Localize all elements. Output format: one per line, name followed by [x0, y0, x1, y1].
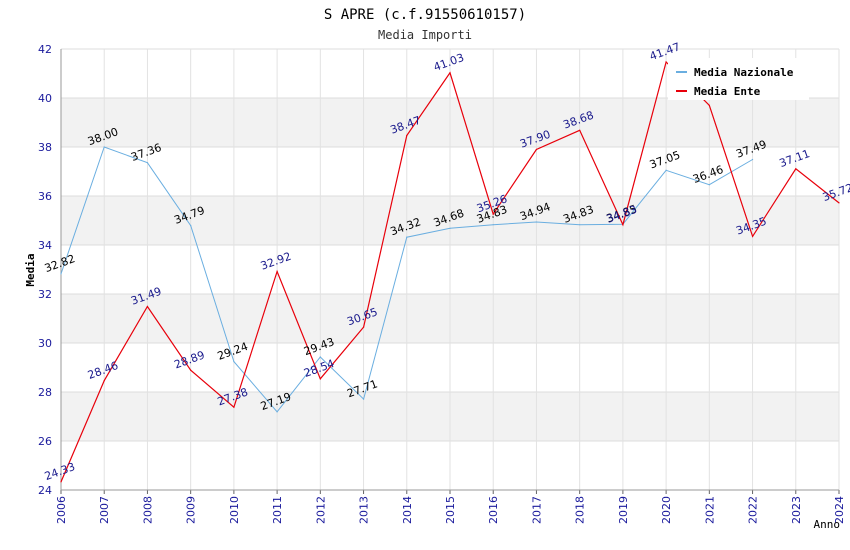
y-tick-label: 30 — [38, 337, 52, 350]
data-point — [406, 236, 408, 238]
x-tick-label: 2016 — [487, 496, 500, 524]
data-point — [60, 481, 62, 483]
data-point — [146, 162, 149, 164]
data-point — [579, 224, 581, 226]
x-tick-label: 2008 — [141, 496, 154, 524]
data-point — [622, 224, 624, 226]
x-tick-label: 2013 — [358, 496, 371, 524]
x-tick-label: 2011 — [271, 496, 284, 524]
data-point — [233, 361, 235, 363]
series-lines — [60, 60, 840, 483]
data-point — [103, 380, 105, 382]
data-point — [579, 129, 581, 131]
data-point — [751, 158, 754, 161]
data-point — [276, 270, 278, 273]
data-point — [103, 146, 105, 148]
y-axis-label: Media — [24, 253, 37, 286]
data-point — [319, 356, 321, 358]
x-tick-label: 2014 — [401, 496, 414, 524]
x-tick-label: 2017 — [530, 496, 543, 524]
data-point — [492, 213, 494, 215]
x-tick-label: 2018 — [574, 496, 587, 524]
data-point — [665, 169, 667, 171]
y-tick-label: 24 — [38, 484, 52, 497]
data-point — [535, 148, 538, 151]
x-axis-label: Anno — [814, 518, 841, 531]
data-point — [319, 378, 321, 380]
x-tick-label: 2015 — [444, 496, 457, 524]
data-point — [449, 227, 451, 229]
data-point — [146, 305, 149, 308]
data-point — [665, 61, 667, 63]
legend-label: Media Ente — [694, 85, 761, 98]
y-tick-label: 40 — [38, 92, 52, 105]
y-tick-label: 42 — [38, 43, 52, 56]
x-tick-label: 2023 — [790, 496, 803, 524]
x-tick-label: 2020 — [660, 496, 673, 524]
legend: Media Nazionale Media Ente — [668, 58, 809, 100]
y-tick-label: 36 — [38, 190, 52, 203]
data-point — [276, 411, 278, 413]
x-tick-label: 2021 — [703, 496, 716, 524]
x-tick-label: 2012 — [314, 496, 327, 524]
data-point — [492, 224, 494, 226]
data-point — [795, 168, 797, 170]
chart-subtitle: Media Importi — [378, 28, 472, 42]
y-tick-label: 28 — [38, 386, 52, 399]
data-point — [60, 273, 62, 275]
x-tick-label: 2009 — [185, 496, 198, 524]
y-tick-label: 26 — [38, 435, 52, 448]
data-point — [362, 326, 365, 328]
legend-label: Media Nazionale — [694, 66, 794, 79]
y-tick-label: 34 — [38, 239, 52, 252]
y-tick-label: 38 — [38, 141, 52, 154]
y-tick-label: 32 — [38, 288, 52, 301]
data-point — [535, 221, 538, 223]
chart-title: S APRE (c.f.91550610157) — [324, 7, 526, 23]
data-point — [362, 398, 365, 400]
data-point — [751, 235, 754, 238]
x-tick-label: 2010 — [228, 496, 241, 524]
x-tick-label: 2006 — [55, 496, 68, 524]
data-point — [449, 72, 451, 74]
data-point — [190, 369, 192, 371]
axes: 24 26 28 30 32 34 36 38 40 42 2006 2007 2008 2009 2010… — [38, 43, 846, 524]
data-point — [233, 406, 235, 408]
data-point — [708, 184, 710, 186]
legend-box — [668, 58, 809, 100]
x-tick-label: 2019 — [617, 496, 630, 524]
x-tick-label: 2007 — [98, 496, 111, 524]
data-point — [838, 202, 840, 204]
x-tick-label: 2022 — [747, 496, 760, 524]
data-point — [190, 225, 192, 227]
data-point — [708, 104, 710, 106]
x-tick-label: 2024 — [833, 496, 846, 524]
data-point — [406, 134, 408, 137]
